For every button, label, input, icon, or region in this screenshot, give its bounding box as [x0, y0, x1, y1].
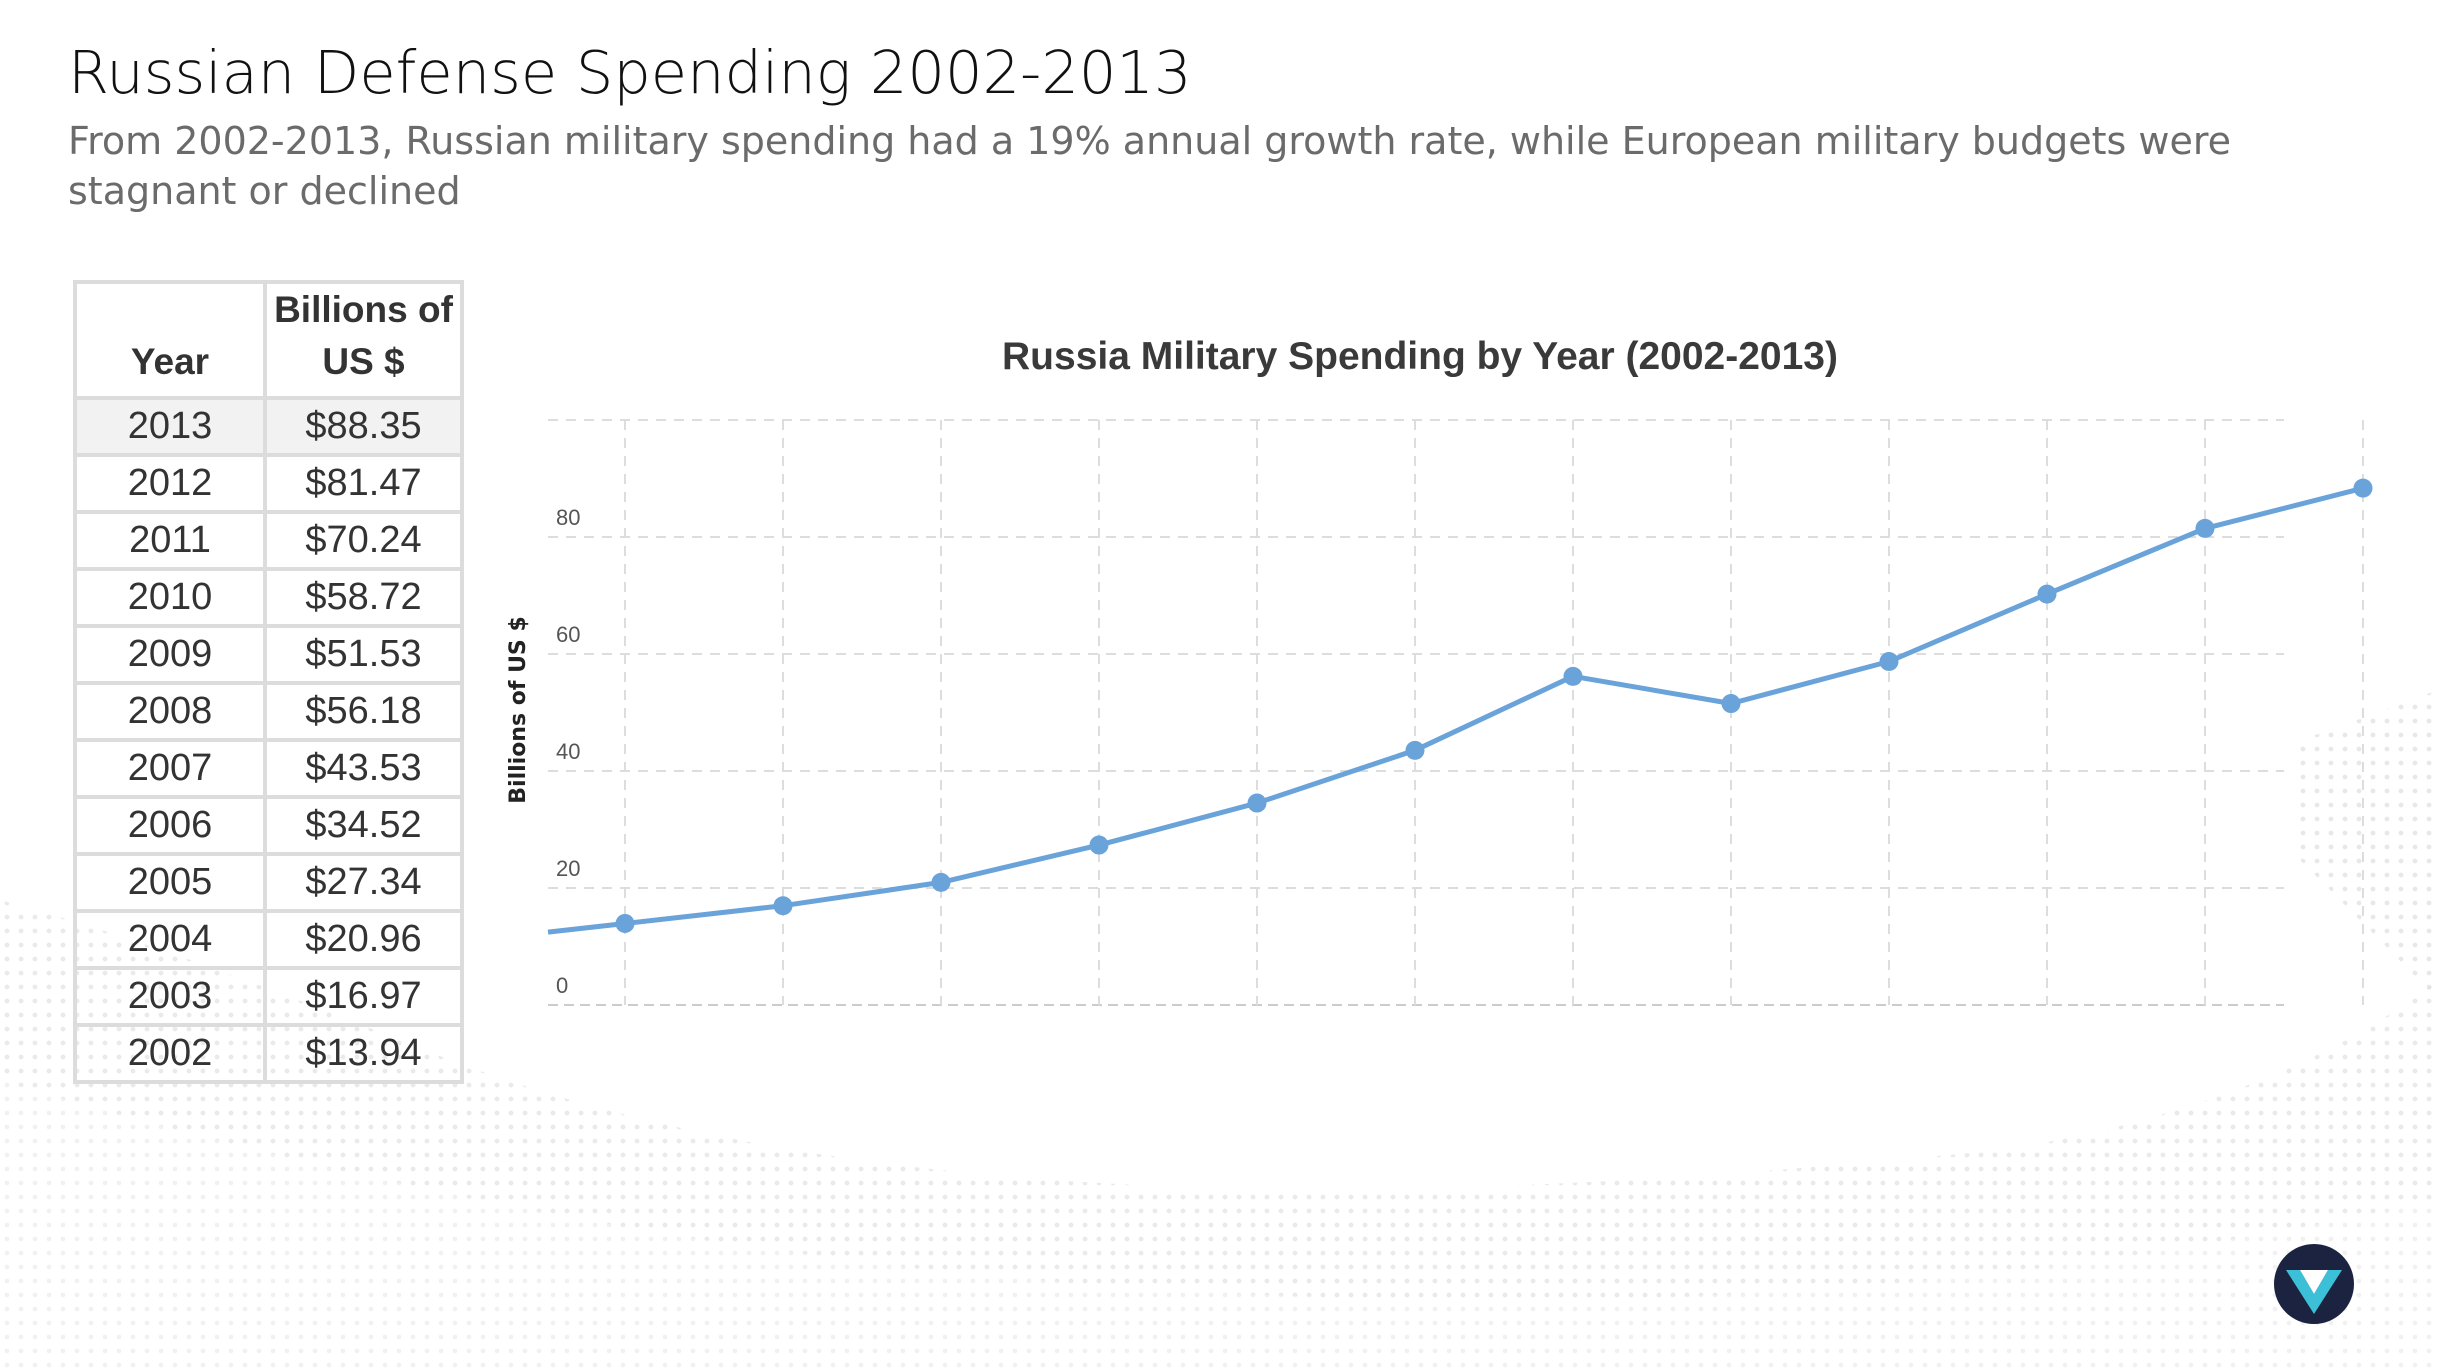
value-cell: $58.72 [263, 567, 464, 628]
y-tick-label: 40 [556, 739, 580, 764]
data-point [1879, 651, 1899, 671]
year-cell: 2004 [73, 909, 267, 970]
value-cell: $13.94 [263, 1023, 464, 1084]
value-cell: $27.34 [263, 852, 464, 913]
table-row: 2004 $20.96 [73, 909, 464, 970]
data-point [931, 872, 951, 892]
data-point [2195, 518, 2215, 538]
year-cell: 2007 [73, 738, 267, 799]
y-tick-labels: 0 20 40 60 80 [556, 505, 580, 998]
value-cell: $20.96 [263, 909, 464, 970]
y-tick-label: 60 [556, 622, 580, 647]
table-row: 2013 $88.35 [73, 396, 464, 457]
value-cell: $88.35 [263, 396, 464, 457]
year-cell: 2005 [73, 852, 267, 913]
table-row: 2002 $13.94 [73, 1023, 464, 1084]
y-tick-label: 20 [556, 856, 580, 881]
data-point [1721, 694, 1741, 714]
chart-title: Russia Military Spending by Year (2002-2… [1002, 335, 1838, 378]
table-row: 2010 $58.72 [73, 567, 464, 628]
spending-series [547, 478, 2373, 935]
table-row: 2005 $27.34 [73, 852, 464, 913]
year-cell: 2011 [73, 510, 267, 571]
year-cell: 2003 [73, 966, 267, 1027]
year-cell: 2010 [73, 567, 267, 628]
value-cell: $34.52 [263, 795, 464, 856]
data-point [1405, 740, 1425, 760]
data-point [615, 913, 635, 933]
year-cell: 2002 [73, 1023, 267, 1084]
billions-column-header: Billions of US $ [263, 280, 464, 400]
data-point [2037, 584, 2057, 604]
year-cell: 2013 [73, 396, 267, 457]
grid-lines [548, 419, 2364, 1006]
year-cell: 2006 [73, 795, 267, 856]
year-column-header: Year [73, 280, 267, 400]
table-row: 2011 $70.24 [73, 510, 464, 571]
table-row: 2008 $56.18 [73, 681, 464, 742]
y-tick-label: 0 [556, 973, 568, 998]
table-row: 2012 $81.47 [73, 453, 464, 514]
data-point [2353, 478, 2373, 498]
table-row: 2006 $34.52 [73, 795, 464, 856]
table-row: 2009 $51.53 [73, 624, 464, 685]
table-header-row: Year Billions of US $ [73, 280, 464, 400]
value-cell: $51.53 [263, 624, 464, 685]
slide-subtitle: From 2002-2013, Russian military spendin… [68, 119, 2231, 213]
value-cell: $16.97 [263, 966, 464, 1027]
value-cell: $70.24 [263, 510, 464, 571]
table-row: 2003 $16.97 [73, 966, 464, 1027]
data-point [1089, 835, 1109, 855]
v-logo-icon [2274, 1244, 2354, 1324]
series-line [547, 485, 2366, 935]
slide-title: Russian Defense Spending 2002-2013 [68, 38, 1192, 107]
year-cell: 2012 [73, 453, 267, 514]
data-point [1247, 793, 1267, 813]
y-tick-label: 80 [556, 505, 580, 530]
year-cell: 2009 [73, 624, 267, 685]
year-cell: 2008 [73, 681, 267, 742]
value-cell: $81.47 [263, 453, 464, 514]
data-point [1563, 666, 1583, 686]
table-row: 2007 $43.53 [73, 738, 464, 799]
data-point [773, 896, 793, 916]
value-cell: $43.53 [263, 738, 464, 799]
spending-table: Year Billions of US $ 2013 $88.35 2012 $81… [73, 280, 464, 1084]
y-axis-label: Billions of US $ [506, 616, 531, 803]
value-cell: $56.18 [263, 681, 464, 742]
